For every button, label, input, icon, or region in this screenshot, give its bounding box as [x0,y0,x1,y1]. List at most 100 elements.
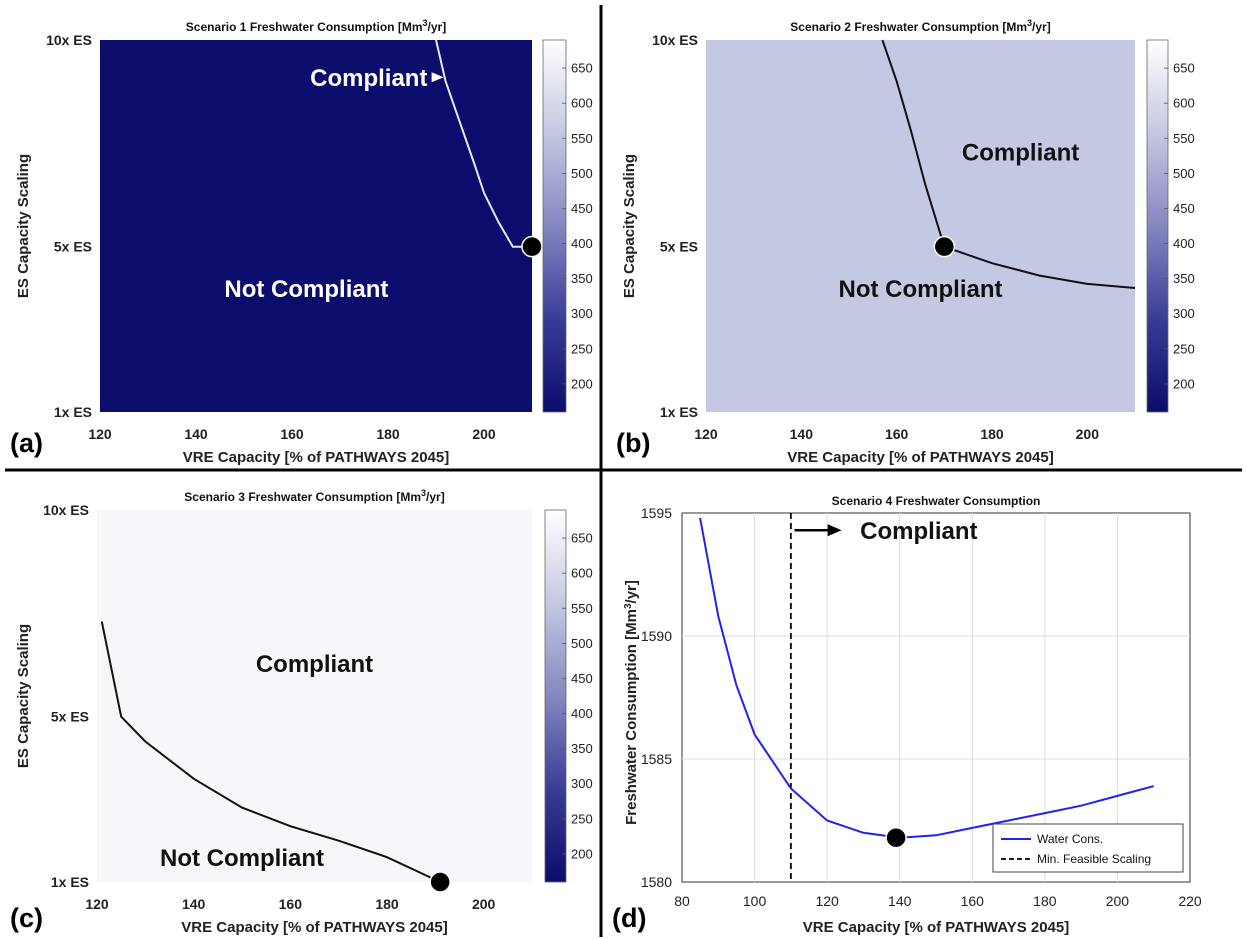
colorbar-tick-label: 550 [571,601,593,616]
panel-label: (b) [616,428,650,458]
boundary-marker [521,235,543,258]
x-tick-label: 120 [694,426,718,442]
colorbar-tick-label: 650 [1173,61,1195,76]
x-tick-label: 160 [279,896,303,912]
panel-a: Scenario 1 Freshwater Consumption [Mm3/y… [10,18,593,466]
x-tick-label: 140 [888,893,912,909]
colorbar-tick-label: 300 [1173,306,1195,321]
x-tick-label: 160 [885,426,909,442]
y-tick-label: 1580 [641,874,672,890]
x-tick-label: 200 [472,426,496,442]
boundary-marker [933,235,956,258]
y-tick-label: 1595 [641,505,672,521]
colorbar-tick-label: 200 [1173,376,1195,391]
annotation-label: Not Compliant [224,276,388,303]
colorbar-tick-label: 500 [571,166,593,181]
panel-label: (a) [10,428,43,458]
x-tick-label: 140 [790,426,814,442]
x-tick-label: 160 [961,893,985,909]
x-tick-label: 120 [85,896,109,912]
y-tick-label: 1x ES [51,874,89,890]
y-tick-label: 1x ES [54,404,92,420]
colorbar-tick-label: 650 [571,531,593,546]
optimum-marker [885,826,907,849]
annotation-label: Compliant [860,518,977,545]
colorbar-tick-label: 400 [571,706,593,721]
annotation-arrowhead [431,72,444,83]
chart-title: Scenario 2 Freshwater Consumption [Mm3/y… [790,18,1050,34]
annotation-arrowhead [827,524,842,537]
colorbar [542,39,567,413]
x-tick-label: 200 [1106,893,1130,909]
x-tick-label: 180 [376,426,400,442]
y-axis-label: ES Capacity Scaling [621,154,638,298]
x-axis-label: VRE Capacity [% of PATHWAYS 2045] [803,919,1069,936]
colorbar-tick-label: 200 [571,846,593,861]
x-axis-label: VRE Capacity [% of PATHWAYS 2045] [183,449,449,466]
panel-c: Scenario 3 Freshwater Consumption [Mm3/y… [10,488,593,936]
x-axis-label: VRE Capacity [% of PATHWAYS 2045] [181,919,447,936]
legend-box [992,823,1184,873]
compliance-boundary [100,621,441,883]
annotation-label: Not Compliant [839,276,1003,303]
colorbar-tick-label: 600 [1173,96,1195,111]
colorbar [544,509,567,883]
colorbar-tick-label: 450 [571,671,593,686]
y-axis-label: Freshwater Consumption [Mm3/yr] [623,580,640,825]
colorbar-tick-label: 500 [1173,166,1195,181]
x-tick-label: 160 [280,426,304,442]
legend-label: Min. Feasible Scaling [1037,852,1151,866]
y-tick-label: 1x ES [660,404,698,420]
x-tick-label: 220 [1178,893,1202,909]
boundary-marker [429,871,451,893]
y-tick-label: 10x ES [652,32,698,48]
heatmap-area [100,40,532,412]
panel-b: Scenario 2 Freshwater Consumption [Mm3/y… [616,18,1195,466]
colorbar-tick-label: 600 [571,566,593,581]
colorbar-tick-label: 450 [571,201,593,216]
x-tick-label: 200 [1076,426,1100,442]
x-tick-label: 180 [375,896,399,912]
colorbar-tick-label: 200 [571,376,593,391]
colorbar-tick-label: 400 [571,236,593,251]
x-tick-label: 80 [674,893,690,909]
x-tick-label: 140 [182,896,206,912]
colorbar-tick-label: 250 [1173,341,1195,356]
y-tick-label: 1590 [641,628,672,644]
y-tick-label: 5x ES [54,239,92,255]
colorbar-tick-label: 300 [571,306,593,321]
y-tick-label: 10x ES [46,32,92,48]
heatmap-area [706,40,1135,412]
heatmap-area [97,510,532,882]
chart-title: Scenario 3 Freshwater Consumption [Mm3/y… [184,488,444,504]
y-axis-label: ES Capacity Scaling [15,624,32,768]
colorbar-tick-label: 350 [571,741,593,756]
legend-label: Water Cons. [1037,832,1103,846]
y-tick-label: 1585 [641,751,672,767]
annotation-label: Compliant [962,140,1079,167]
colorbar-tick-label: 650 [571,61,593,76]
panel-label: (d) [612,903,646,933]
y-tick-label: 5x ES [51,709,89,725]
colorbar-tick-label: 400 [1173,236,1195,251]
x-tick-label: 180 [1033,893,1057,909]
chart-title: Scenario 4 Freshwater Consumption [832,494,1041,508]
panel-d: Scenario 4 Freshwater Consumption 80 100 12… [612,494,1202,936]
x-tick-label: 120 [815,893,839,909]
annotation-label: Not Compliant [160,845,324,872]
x-axis-label: VRE Capacity [% of PATHWAYS 2045] [787,449,1053,466]
colorbar-tick-label: 600 [571,96,593,111]
compliance-boundary [435,39,532,248]
x-tick-label: 200 [472,896,496,912]
colorbar-tick-label: 550 [1173,131,1195,146]
colorbar [1146,39,1169,413]
x-tick-label: 120 [88,426,112,442]
colorbar-tick-label: 300 [571,776,593,791]
colorbar-tick-label: 500 [571,636,593,651]
annotation-label: Compliant [310,65,427,92]
colorbar-tick-label: 450 [1173,201,1195,216]
colorbar-tick-label: 350 [1173,271,1195,286]
colorbar-tick-label: 550 [571,131,593,146]
y-tick-label: 5x ES [660,239,698,255]
